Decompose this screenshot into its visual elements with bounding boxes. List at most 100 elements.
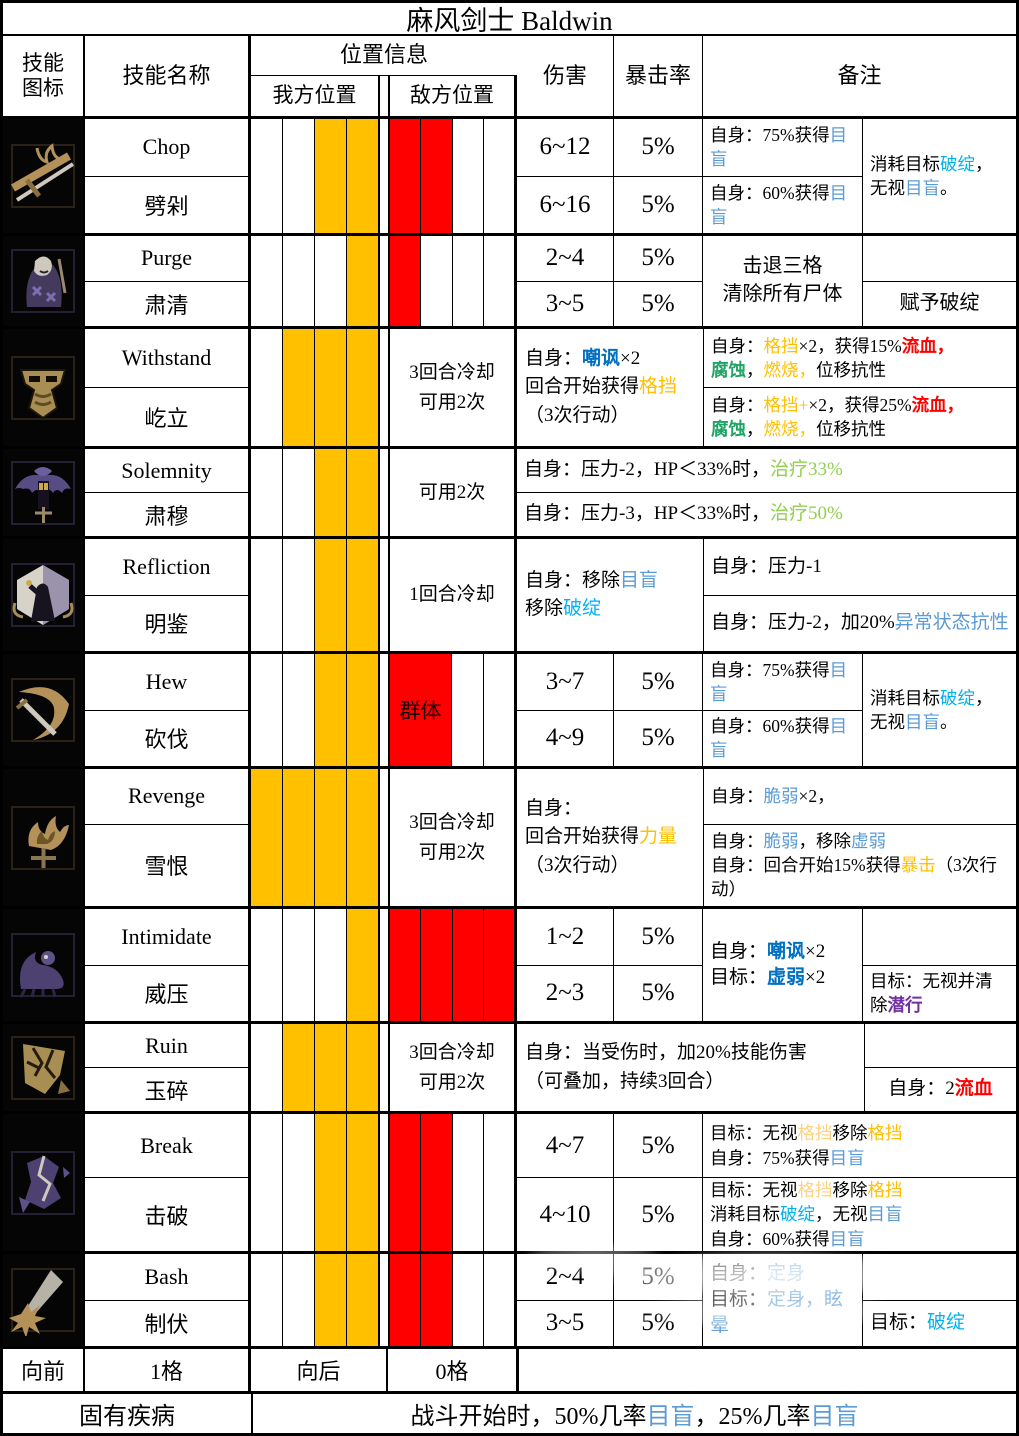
position-cell-w [251, 909, 283, 1021]
withstand-skill-icon [3, 329, 85, 446]
crit-value: 5% [641, 244, 675, 272]
position-cell-w [452, 1114, 484, 1251]
notes-left-column: 自身：定身 目标：定身，眩晕 [703, 1254, 863, 1346]
position-cell-o [315, 654, 347, 766]
position-cell-w [452, 1254, 484, 1346]
notes-full-column: 目标：无视格挡移除格挡 自身：75%获得目盲 目标：无视格挡移除格挡 消耗目标破绽，… [703, 1114, 1016, 1251]
position-cell-w [251, 1254, 283, 1346]
cooldown-cell: 1回合冷却 [390, 539, 517, 651]
ally-position-cells [251, 1024, 380, 1111]
skill-name-cn: 肃穆 [85, 492, 248, 536]
rich-line: 无视目盲。 [870, 712, 958, 732]
enemy-position-cells: 群体 [390, 654, 517, 766]
note-text: 自身：压力-3，HP＜33%时，治疗50% [517, 492, 1016, 536]
position-cell-w [452, 119, 484, 233]
position-cell-r [421, 1114, 453, 1251]
rich-line: 自身：60%获得目盲 [710, 1228, 865, 1249]
skill-name-cn: 明鉴 [85, 594, 248, 652]
position-cell-w [283, 539, 315, 651]
crit-value: 5% [641, 922, 675, 950]
cooldown-cell: 3回合冷却 可用2次 [390, 1024, 517, 1111]
ally-position-cells [251, 236, 380, 326]
rich-line: 自身：脆弱×2， [711, 786, 835, 807]
notes-right-column: 赋予破绽 [863, 236, 1016, 326]
notes-full-column: 自身：压力-1 自身：压力-2，加20%异常状态抗性 [704, 539, 1016, 651]
skill-name-en: Chop [142, 134, 191, 160]
skill-name-cn: 砍伐 [85, 709, 248, 767]
rich-line: 消耗目标破绽，无视目盲 [710, 1204, 903, 1225]
position-cell-w [251, 119, 283, 233]
position-cell-w [483, 1254, 514, 1346]
notes-area: 自身：定身 目标：定身，眩晕 目标：破绽 [703, 1254, 1016, 1346]
rich-line: 赋予破绽 [899, 291, 980, 314]
skill-row-hew: Hew 砍伐 群体 3~7 4~9 5% 5% 自身：75%获得目盲 自身：60… [3, 651, 1016, 766]
revenge-name-cell: Revenge 雪恨 [85, 769, 251, 906]
rich-line: 自身：格挡+×2，获得25%流血， [711, 394, 965, 415]
page-title: 麻风剑士 Baldwin [3, 3, 1016, 36]
position-cell-o [283, 769, 315, 906]
rich-line: 自身：60%获得目盲 [710, 716, 848, 761]
rich-line: 自身：2流血 [888, 1078, 993, 1100]
effect-cell: 自身： 回合开始获得力量 （3次行动） [517, 769, 704, 906]
header-skill-name: 技能名称 [85, 36, 251, 116]
skill-name-en: Intimidate [121, 923, 212, 949]
damage-column: 1~2 2~3 [517, 909, 614, 1021]
note-text: 自身：60%获得目盲 [703, 175, 862, 234]
rich-line: 回合开始获得格挡 [525, 376, 678, 398]
position-cell-r [390, 1254, 422, 1346]
note-text: 自身：75%获得目盲 [703, 119, 862, 176]
damage-value: 2~4 [545, 244, 585, 272]
position-cell-o [347, 119, 378, 233]
notes-area: 自身：格挡×2，获得15%流血， 腐蚀，燃烧，位移抗性 自身：格挡+×2，获得25… [704, 329, 1016, 446]
header-enemy-position: 敌方位置 [390, 76, 517, 116]
position-cell-r [390, 119, 422, 233]
skill-name-cn: 雪恨 [85, 823, 248, 906]
position-cell-o [347, 236, 378, 326]
position-cell-o [315, 1114, 347, 1251]
crit-value: 5% [614, 709, 702, 767]
bash-name-cell: Bash 制伏 [85, 1254, 251, 1346]
skill-row-break: Break 击破 4~7 4~10 5% 5% 目标：无视格挡移除格挡 自身：75… [3, 1111, 1016, 1251]
notes-left-column: 击退三格 清除所有尸体 [703, 236, 863, 326]
skill-row-purge: Purge 肃清 2~4 3~5 5% 5% 击退三格 清除所有尸体 赋予破绽 [3, 233, 1016, 326]
position-cell-r [421, 909, 453, 1021]
ally-position-cells [251, 909, 380, 1021]
effect-full-column: 自身：压力-2，HP＜33%时，治疗33% 自身：压力-3，HP＜33%时，治疗… [517, 449, 1016, 536]
position-gap [380, 449, 390, 536]
notes-area: 自身：75%获得目盲 自身：60%获得目盲 消耗目标破绽， 无视目盲。 [703, 654, 1016, 766]
rich-line: 消耗目标破绽， [870, 687, 993, 708]
position-cell-w [452, 654, 484, 766]
skill-name-cn: 肃清 [85, 280, 248, 327]
cooldown-cell: 可用2次 [390, 449, 517, 536]
position-gap [380, 909, 390, 1021]
note-text: 自身：脆弱×2， [704, 769, 1016, 824]
rich-line: 自身：压力-1 [711, 555, 822, 577]
position-cell-w [251, 236, 283, 326]
chop-skill-icon [3, 119, 85, 233]
crit-column: 5% 5% [614, 1114, 703, 1251]
enemy-position-cells [390, 909, 517, 1021]
position-cell-o [315, 1254, 347, 1346]
note-text: 目标：无视格挡移除格挡 自身：75%获得目盲 [703, 1114, 1016, 1177]
note-empty [865, 1024, 1016, 1067]
position-cell-w [452, 236, 484, 326]
position-cell-w [283, 1114, 315, 1251]
effect-cell: 自身：嘲讽×2 回合开始获得格挡 （3次行动） [517, 329, 704, 446]
notes-right-column: 目标：破绽 [863, 1254, 1016, 1346]
intimidate-name-cell: Intimidate 威压 [85, 909, 251, 1021]
crit-value: 5% [614, 280, 702, 327]
position-cell-o [347, 329, 378, 446]
rich-line: 腐蚀，燃烧，位移抗性 [711, 419, 886, 439]
position-cell-w [283, 1254, 315, 1346]
skill-name-cn: 屹立 [85, 387, 248, 446]
note-text: 目标：破绽 [863, 1299, 1016, 1347]
header-crit-rate: 暴击率 [614, 36, 703, 116]
rich-line: 自身：60%获得目盲 [710, 182, 848, 227]
purge-skill-icon [3, 236, 85, 326]
disease-row: 固有疾病 战斗开始时，50%几率目盲，25%几率目盲 [3, 1391, 1016, 1433]
rich-line: 击退三格 [742, 255, 823, 278]
rich-line: 自身： [525, 797, 583, 819]
rich-line: （可叠加，持续3回合） [525, 1070, 725, 1092]
note-text: 目标：无视并清除潜行 [863, 964, 1016, 1022]
position-cell-o [347, 1254, 378, 1346]
